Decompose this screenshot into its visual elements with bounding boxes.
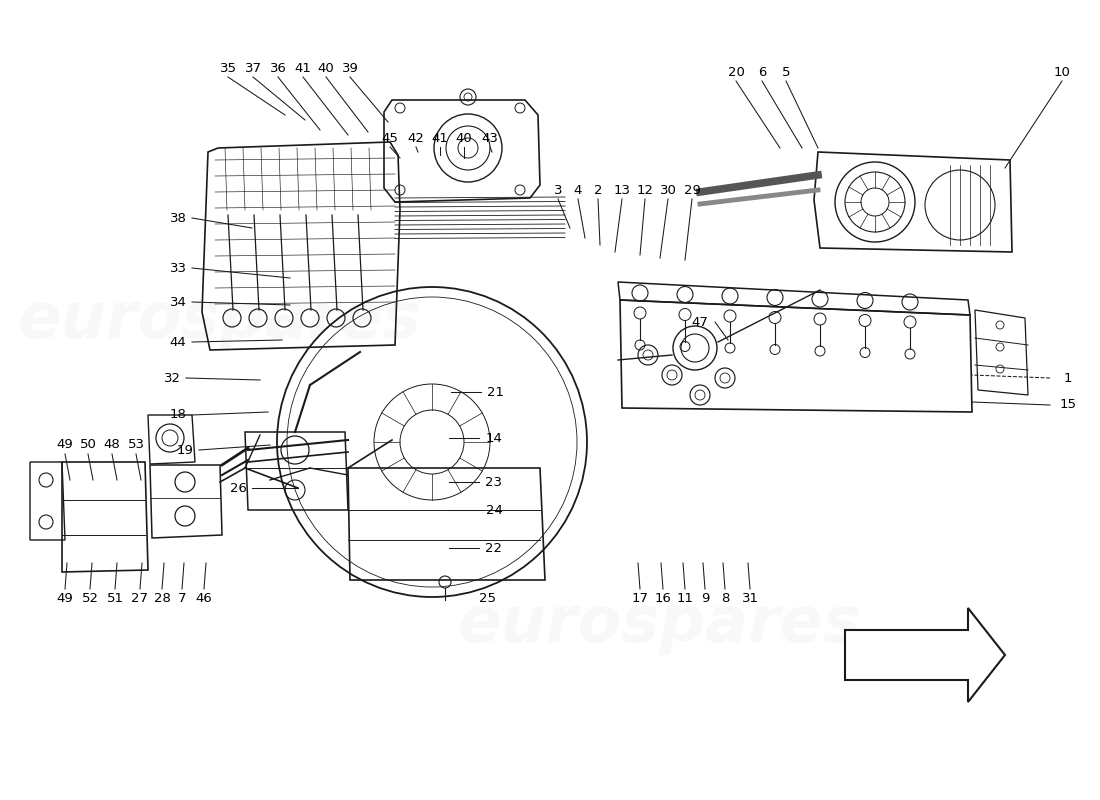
Text: 9: 9 [701, 591, 710, 605]
Text: 35: 35 [220, 62, 236, 74]
Polygon shape [845, 608, 1005, 702]
Text: 13: 13 [614, 183, 630, 197]
Text: 48: 48 [103, 438, 120, 451]
Text: 3: 3 [553, 183, 562, 197]
Text: 42: 42 [408, 131, 425, 145]
Text: 36: 36 [270, 62, 286, 74]
Text: eurospares: eurospares [458, 593, 862, 655]
Text: 47: 47 [692, 315, 708, 329]
Text: 43: 43 [482, 131, 498, 145]
Text: 24: 24 [485, 503, 503, 517]
Text: 28: 28 [154, 591, 170, 605]
Text: 15: 15 [1059, 398, 1077, 411]
Text: 22: 22 [485, 542, 503, 554]
Text: 40: 40 [318, 62, 334, 74]
Text: 17: 17 [631, 591, 649, 605]
Text: 16: 16 [654, 591, 671, 605]
Text: 7: 7 [178, 591, 186, 605]
Text: 21: 21 [487, 386, 505, 398]
Text: 18: 18 [169, 409, 186, 422]
Text: 51: 51 [107, 591, 123, 605]
Text: 38: 38 [169, 211, 186, 225]
Text: 23: 23 [485, 475, 503, 489]
Text: 1: 1 [1064, 371, 1072, 385]
Text: 50: 50 [79, 438, 97, 451]
Text: eurospares: eurospares [18, 289, 422, 351]
Text: 33: 33 [169, 262, 187, 274]
Text: 10: 10 [1054, 66, 1070, 78]
Text: 19: 19 [177, 443, 194, 457]
Text: 25: 25 [480, 591, 496, 605]
Text: 32: 32 [164, 371, 180, 385]
Text: 12: 12 [637, 183, 653, 197]
Text: 30: 30 [660, 183, 676, 197]
Text: 26: 26 [230, 482, 246, 494]
Text: 46: 46 [196, 591, 212, 605]
Text: 49: 49 [56, 438, 74, 451]
Text: 37: 37 [244, 62, 262, 74]
Text: 53: 53 [128, 438, 144, 451]
Text: 6: 6 [758, 66, 767, 78]
Text: 34: 34 [169, 295, 186, 309]
Text: 20: 20 [727, 66, 745, 78]
Text: 41: 41 [431, 131, 449, 145]
Text: 39: 39 [342, 62, 359, 74]
Text: 14: 14 [485, 431, 503, 445]
Text: 27: 27 [132, 591, 148, 605]
Text: 49: 49 [56, 591, 74, 605]
Text: 2: 2 [594, 183, 603, 197]
Text: 52: 52 [81, 591, 99, 605]
Text: 31: 31 [741, 591, 759, 605]
Text: 29: 29 [683, 183, 701, 197]
Text: 44: 44 [169, 335, 186, 349]
Text: 45: 45 [382, 131, 398, 145]
Text: 41: 41 [295, 62, 311, 74]
Text: 5: 5 [782, 66, 790, 78]
Text: 8: 8 [720, 591, 729, 605]
Text: 40: 40 [455, 131, 472, 145]
Text: 4: 4 [574, 183, 582, 197]
Text: 11: 11 [676, 591, 693, 605]
